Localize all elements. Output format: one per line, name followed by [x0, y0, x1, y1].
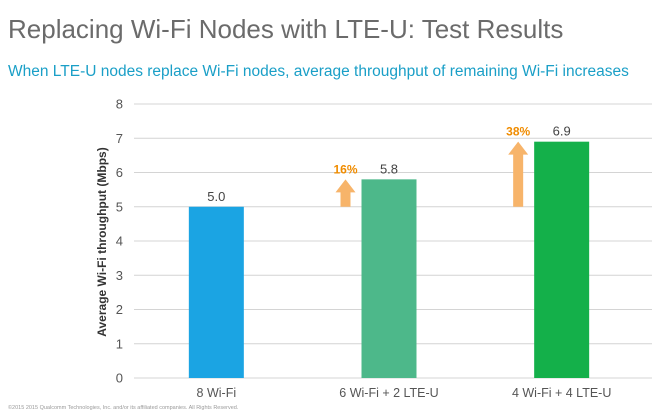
bar-3 — [534, 141, 590, 378]
y-tick-label-4: 4 — [116, 234, 123, 249]
bar-1 — [188, 206, 244, 378]
annotation-layer: 16% 38% — [333, 125, 530, 207]
category-label-3: 4 Wi-Fi + 4 LTE-U — [512, 386, 611, 400]
bar-layer — [188, 141, 590, 378]
y-tick-label-6: 6 — [116, 165, 123, 180]
y-axis-title: Average Wi-Fi throughput (Mbps) — [95, 147, 109, 336]
category-label-2: 6 Wi-Fi + 2 LTE-U — [339, 386, 438, 400]
y-tick-label-2: 2 — [116, 302, 123, 317]
y-tick-label-8: 8 — [116, 97, 123, 112]
increase-label-2: 38% — [506, 125, 530, 139]
value-label-1: 5.0 — [207, 189, 225, 204]
increase-arrow-1 — [335, 179, 356, 207]
y-tick-label-7: 7 — [116, 131, 123, 146]
copyright-footer: ©2015 2015 Qualcomm Technologies, Inc. a… — [8, 405, 239, 411]
increase-label-1: 16% — [333, 162, 357, 176]
y-tick-label-5: 5 — [116, 199, 123, 214]
y-tick-label-1: 1 — [116, 336, 123, 351]
value-label-3: 6.9 — [553, 124, 571, 139]
value-label-2: 5.8 — [380, 161, 398, 176]
category-label-1: 8 Wi-Fi — [197, 386, 237, 400]
bar-2 — [361, 179, 417, 378]
page-subtitle: When LTE-U nodes replace Wi-Fi nodes, av… — [8, 63, 629, 80]
y-tick-label-3: 3 — [116, 268, 123, 283]
y-tick-label-0: 0 — [116, 371, 123, 386]
label-layer: 0 1 2 3 4 5 6 7 8 5.0 8 Wi-Fi 5.8 6 Wi-Fi + 2 LTE-U 6… — [116, 97, 612, 401]
increase-arrow-2 — [508, 141, 529, 207]
page-title: Replacing Wi-Fi Nodes with LTE-U: Test R… — [8, 14, 564, 44]
